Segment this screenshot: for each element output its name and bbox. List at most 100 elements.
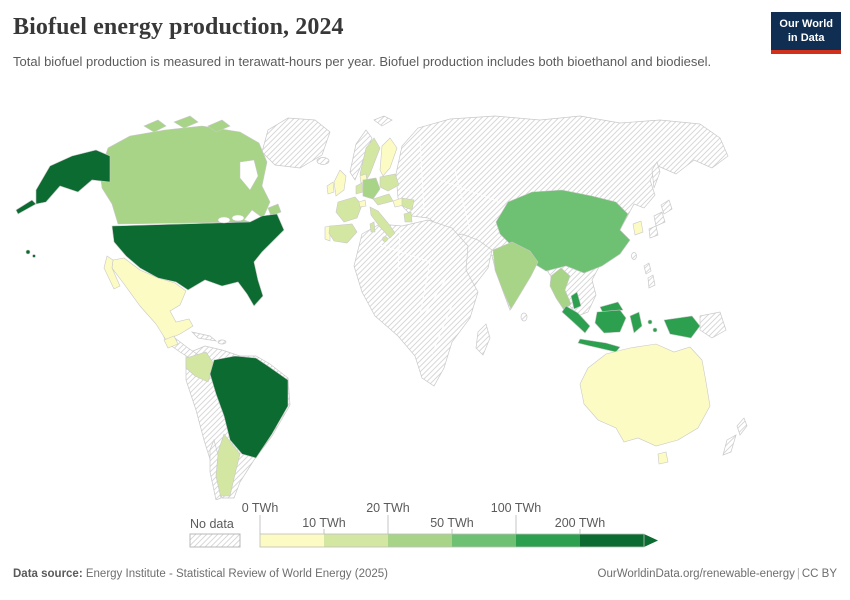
country-indonesia-maluku-1[interactable] (647, 319, 653, 325)
country-greece[interactable] (403, 211, 413, 223)
country-indonesia-maluku-2[interactable] (652, 327, 658, 333)
country-austria-czechia[interactable] (372, 193, 394, 206)
country-canada-arctic-island-1[interactable] (143, 119, 167, 133)
owid-logo[interactable]: Our World in Data (771, 12, 841, 54)
region-iceland[interactable] (316, 157, 330, 165)
map-legend: No data 0 TWh 10 TWh 20 TWh 50 TWh 100 T… (188, 498, 668, 552)
country-indonesia-sulawesi[interactable] (629, 311, 643, 334)
country-mexico-baja[interactable] (103, 255, 121, 290)
legend-no-data-label: No data (190, 517, 234, 531)
owid-logo-line2: in Data (787, 31, 825, 44)
country-united-kingdom[interactable] (333, 169, 347, 197)
country-indonesia-kalimantan[interactable] (594, 309, 627, 334)
region-chile[interactable] (209, 438, 222, 501)
region-madagascar[interactable] (475, 323, 491, 356)
africa-inner-border-5 (431, 304, 453, 355)
legend-label-200: 200 TWh (555, 516, 606, 530)
country-united-states[interactable] (111, 213, 285, 307)
country-australia-tasmania[interactable] (657, 451, 669, 465)
legend-label-100: 100 TWh (491, 501, 542, 515)
chart-subtitle: Total biofuel production is measured in … (13, 54, 712, 69)
asia-inner-border-3 (439, 179, 501, 203)
legend-bin-0-10[interactable] (260, 534, 324, 547)
country-portugal[interactable] (324, 225, 331, 242)
country-united-states-hawaii-2[interactable] (32, 254, 36, 258)
country-united-states-aleutians[interactable] (15, 199, 37, 215)
legend-bin-50-100[interactable] (452, 534, 516, 547)
footer-separator: | (796, 568, 800, 580)
country-south-korea[interactable] (632, 220, 644, 236)
legend-no-data-swatch[interactable] (189, 533, 241, 548)
legend-bin-20-50[interactable] (388, 534, 452, 547)
country-australia[interactable] (579, 343, 711, 447)
map-area (0, 110, 850, 501)
country-indonesia-papua[interactable] (663, 315, 701, 339)
legend-bin-10-20[interactable] (324, 534, 388, 547)
africa-inner-border-4 (419, 274, 449, 323)
region-papua-new-guinea[interactable] (699, 311, 727, 339)
country-mexico[interactable] (111, 257, 194, 341)
country-switzerland[interactable] (358, 199, 367, 208)
region-cuba[interactable] (190, 331, 218, 342)
region-new-zealand-south[interactable] (722, 434, 737, 456)
africa-inner-border-2 (397, 227, 401, 273)
country-spain[interactable] (328, 223, 358, 244)
region-taiwan[interactable] (631, 252, 637, 260)
country-poland[interactable] (379, 173, 400, 192)
legend-label-20: 20 TWh (366, 501, 410, 515)
africa-inner-border-1 (379, 244, 431, 263)
country-romania[interactable] (401, 197, 415, 211)
legend-label-0: 0 TWh (242, 501, 279, 515)
region-norway[interactable] (349, 129, 373, 181)
region-hispaniola[interactable] (217, 339, 227, 345)
legend-svg: No data 0 TWh 10 TWh 20 TWh 50 TWh 100 T… (189, 501, 658, 548)
country-italy-sicily[interactable] (382, 236, 388, 242)
legend-bin-200-plus[interactable] (580, 534, 644, 547)
region-philippines-1[interactable] (643, 262, 652, 275)
country-united-states-hawaii-1[interactable] (25, 249, 31, 255)
country-malaysia-peninsula[interactable] (570, 291, 582, 310)
footer-license-link[interactable]: CC BY (801, 568, 837, 580)
country-thailand[interactable] (549, 267, 572, 311)
footer-url-link[interactable]: OurWorldinData.org/renewable-energy (597, 568, 795, 580)
country-guatemala[interactable] (163, 335, 179, 349)
footer-source-text: Energy Institute - Statistical Review of… (82, 568, 388, 580)
country-canada-arctic-island-2[interactable] (173, 115, 199, 129)
country-brazil[interactable] (209, 355, 289, 459)
country-ireland[interactable] (326, 181, 335, 195)
country-indonesia-java[interactable] (577, 338, 621, 353)
country-indonesia-sumatra[interactable] (561, 305, 591, 334)
region-new-zealand-north[interactable] (736, 417, 748, 436)
region-sakhalin[interactable] (651, 161, 661, 189)
owid-logo-line1: Our World (779, 18, 833, 30)
country-italy[interactable] (369, 206, 396, 239)
country-canada-newfoundland[interactable] (267, 203, 282, 217)
country-united-states-alaska[interactable] (35, 149, 111, 205)
africa-inner-border-3 (419, 261, 431, 316)
region-japan-2[interactable] (653, 211, 666, 227)
region-svalbard[interactable] (373, 115, 393, 127)
region-japan-1[interactable] (660, 199, 673, 215)
region-japan-3[interactable] (648, 225, 659, 239)
legend-bar-outline (259, 533, 645, 548)
country-france[interactable] (335, 196, 363, 223)
world-map (15, 115, 748, 501)
country-germany[interactable] (362, 177, 381, 200)
country-canada[interactable] (99, 125, 271, 225)
country-finland[interactable] (379, 137, 398, 177)
region-greenland[interactable] (261, 117, 331, 169)
country-colombia[interactable] (185, 351, 215, 383)
legend-bin-100-200[interactable] (516, 534, 580, 547)
country-italy-sardinia[interactable] (369, 221, 376, 233)
country-netherlands-belgium[interactable] (355, 182, 364, 195)
country-canada-arctic-island-3[interactable] (207, 119, 231, 133)
country-india[interactable] (492, 241, 539, 310)
region-sri-lanka[interactable] (520, 312, 528, 322)
asia-inner-border-1 (419, 139, 425, 211)
great-lake-2 (231, 214, 245, 222)
region-africa[interactable] (353, 219, 479, 387)
footer-attribution: OurWorldinData.org/renewable-energy | CC B… (598, 568, 837, 580)
region-philippines-2[interactable] (647, 274, 656, 289)
legend-label-10: 10 TWh (302, 516, 346, 530)
